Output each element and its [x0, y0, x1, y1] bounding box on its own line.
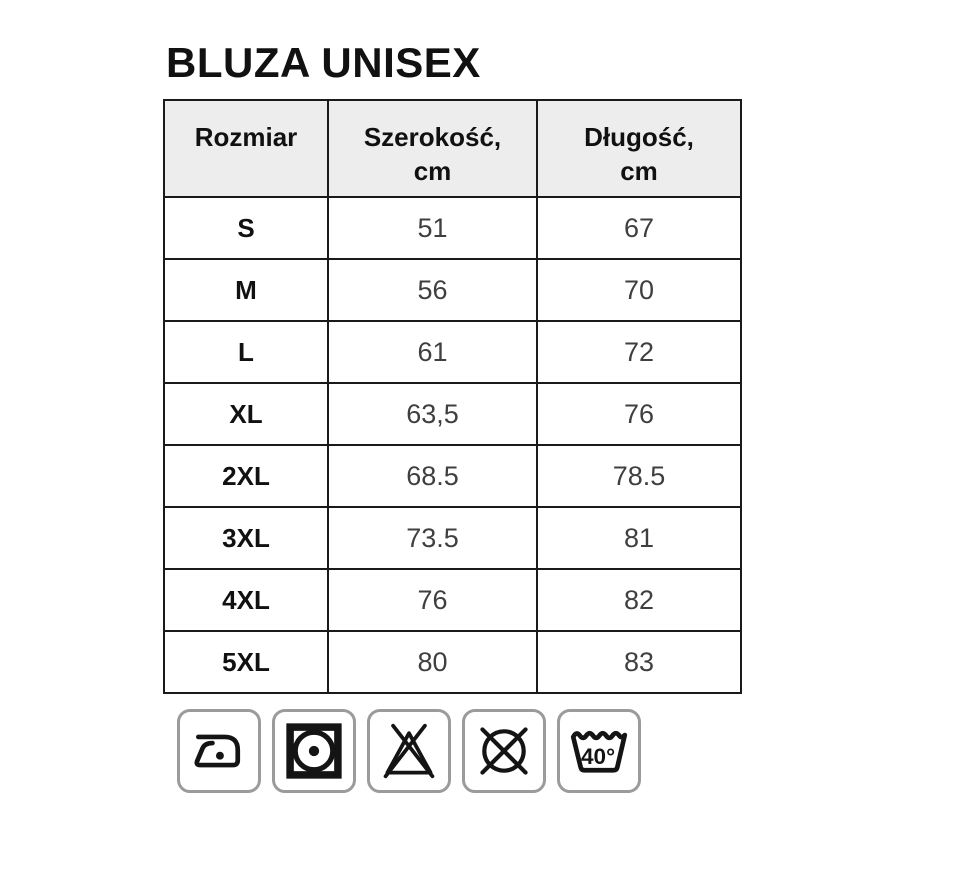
table-row: S 51 67 [163, 196, 742, 260]
width-cell: 56 [327, 258, 538, 322]
length-cell: 67 [536, 196, 742, 260]
size-cell: S [163, 196, 329, 260]
width-cell: 73.5 [327, 506, 538, 570]
width-cell: 68.5 [327, 444, 538, 508]
length-cell: 82 [536, 568, 742, 632]
column-header: Długość, cm [536, 99, 742, 198]
length-cell: 81 [536, 506, 742, 570]
width-cell: 61 [327, 320, 538, 384]
column-header: Szerokość, cm [327, 99, 538, 198]
table-body: S 51 67 M 56 70 L 61 72 XL 63,5 76 2XL 68.5 78.5 3XL 73.… [163, 196, 742, 694]
tumble-dry-icon [272, 709, 356, 793]
size-cell: 5XL [163, 630, 329, 694]
table-row: M 56 70 [163, 258, 742, 322]
size-cell: 4XL [163, 568, 329, 632]
do-not-dry-clean-icon [462, 709, 546, 793]
table-row: 2XL 68.5 78.5 [163, 444, 742, 508]
width-cell: 63,5 [327, 382, 538, 446]
iron-one-dot-icon [177, 709, 261, 793]
size-chart-content: BLUZA UNISEX Rozmiar Szerokość, cm Długość,… [163, 0, 742, 793]
table-row: XL 63,5 76 [163, 382, 742, 446]
header-row: Rozmiar Szerokość, cm Długość, cm [163, 99, 742, 198]
table-row: 4XL 76 82 [163, 568, 742, 632]
width-cell: 51 [327, 196, 538, 260]
length-cell: 78.5 [536, 444, 742, 508]
care-symbols-row: 40° [177, 709, 742, 793]
size-cell: 2XL [163, 444, 329, 508]
size-table: Rozmiar Szerokość, cm Długość, cm S 51 67 M 56 70… [163, 99, 742, 694]
table-row: 3XL 73.5 81 [163, 506, 742, 570]
page-title: BLUZA UNISEX [166, 39, 481, 86]
length-cell: 72 [536, 320, 742, 384]
column-header: Rozmiar [163, 99, 329, 198]
size-cell: M [163, 258, 329, 322]
wash-40-icon: 40° [557, 709, 641, 793]
do-not-bleach-icon [367, 709, 451, 793]
length-cell: 76 [536, 382, 742, 446]
width-cell: 76 [327, 568, 538, 632]
width-cell: 80 [327, 630, 538, 694]
length-cell: 70 [536, 258, 742, 322]
size-cell: 3XL [163, 506, 329, 570]
length-cell: 83 [536, 630, 742, 694]
table-row: L 61 72 [163, 320, 742, 384]
size-cell: XL [163, 382, 329, 446]
wash-temperature-label: 40° [581, 744, 615, 769]
table-row: 5XL 80 83 [163, 630, 742, 694]
table-header: Rozmiar Szerokość, cm Długość, cm [163, 99, 742, 198]
size-cell: L [163, 320, 329, 384]
